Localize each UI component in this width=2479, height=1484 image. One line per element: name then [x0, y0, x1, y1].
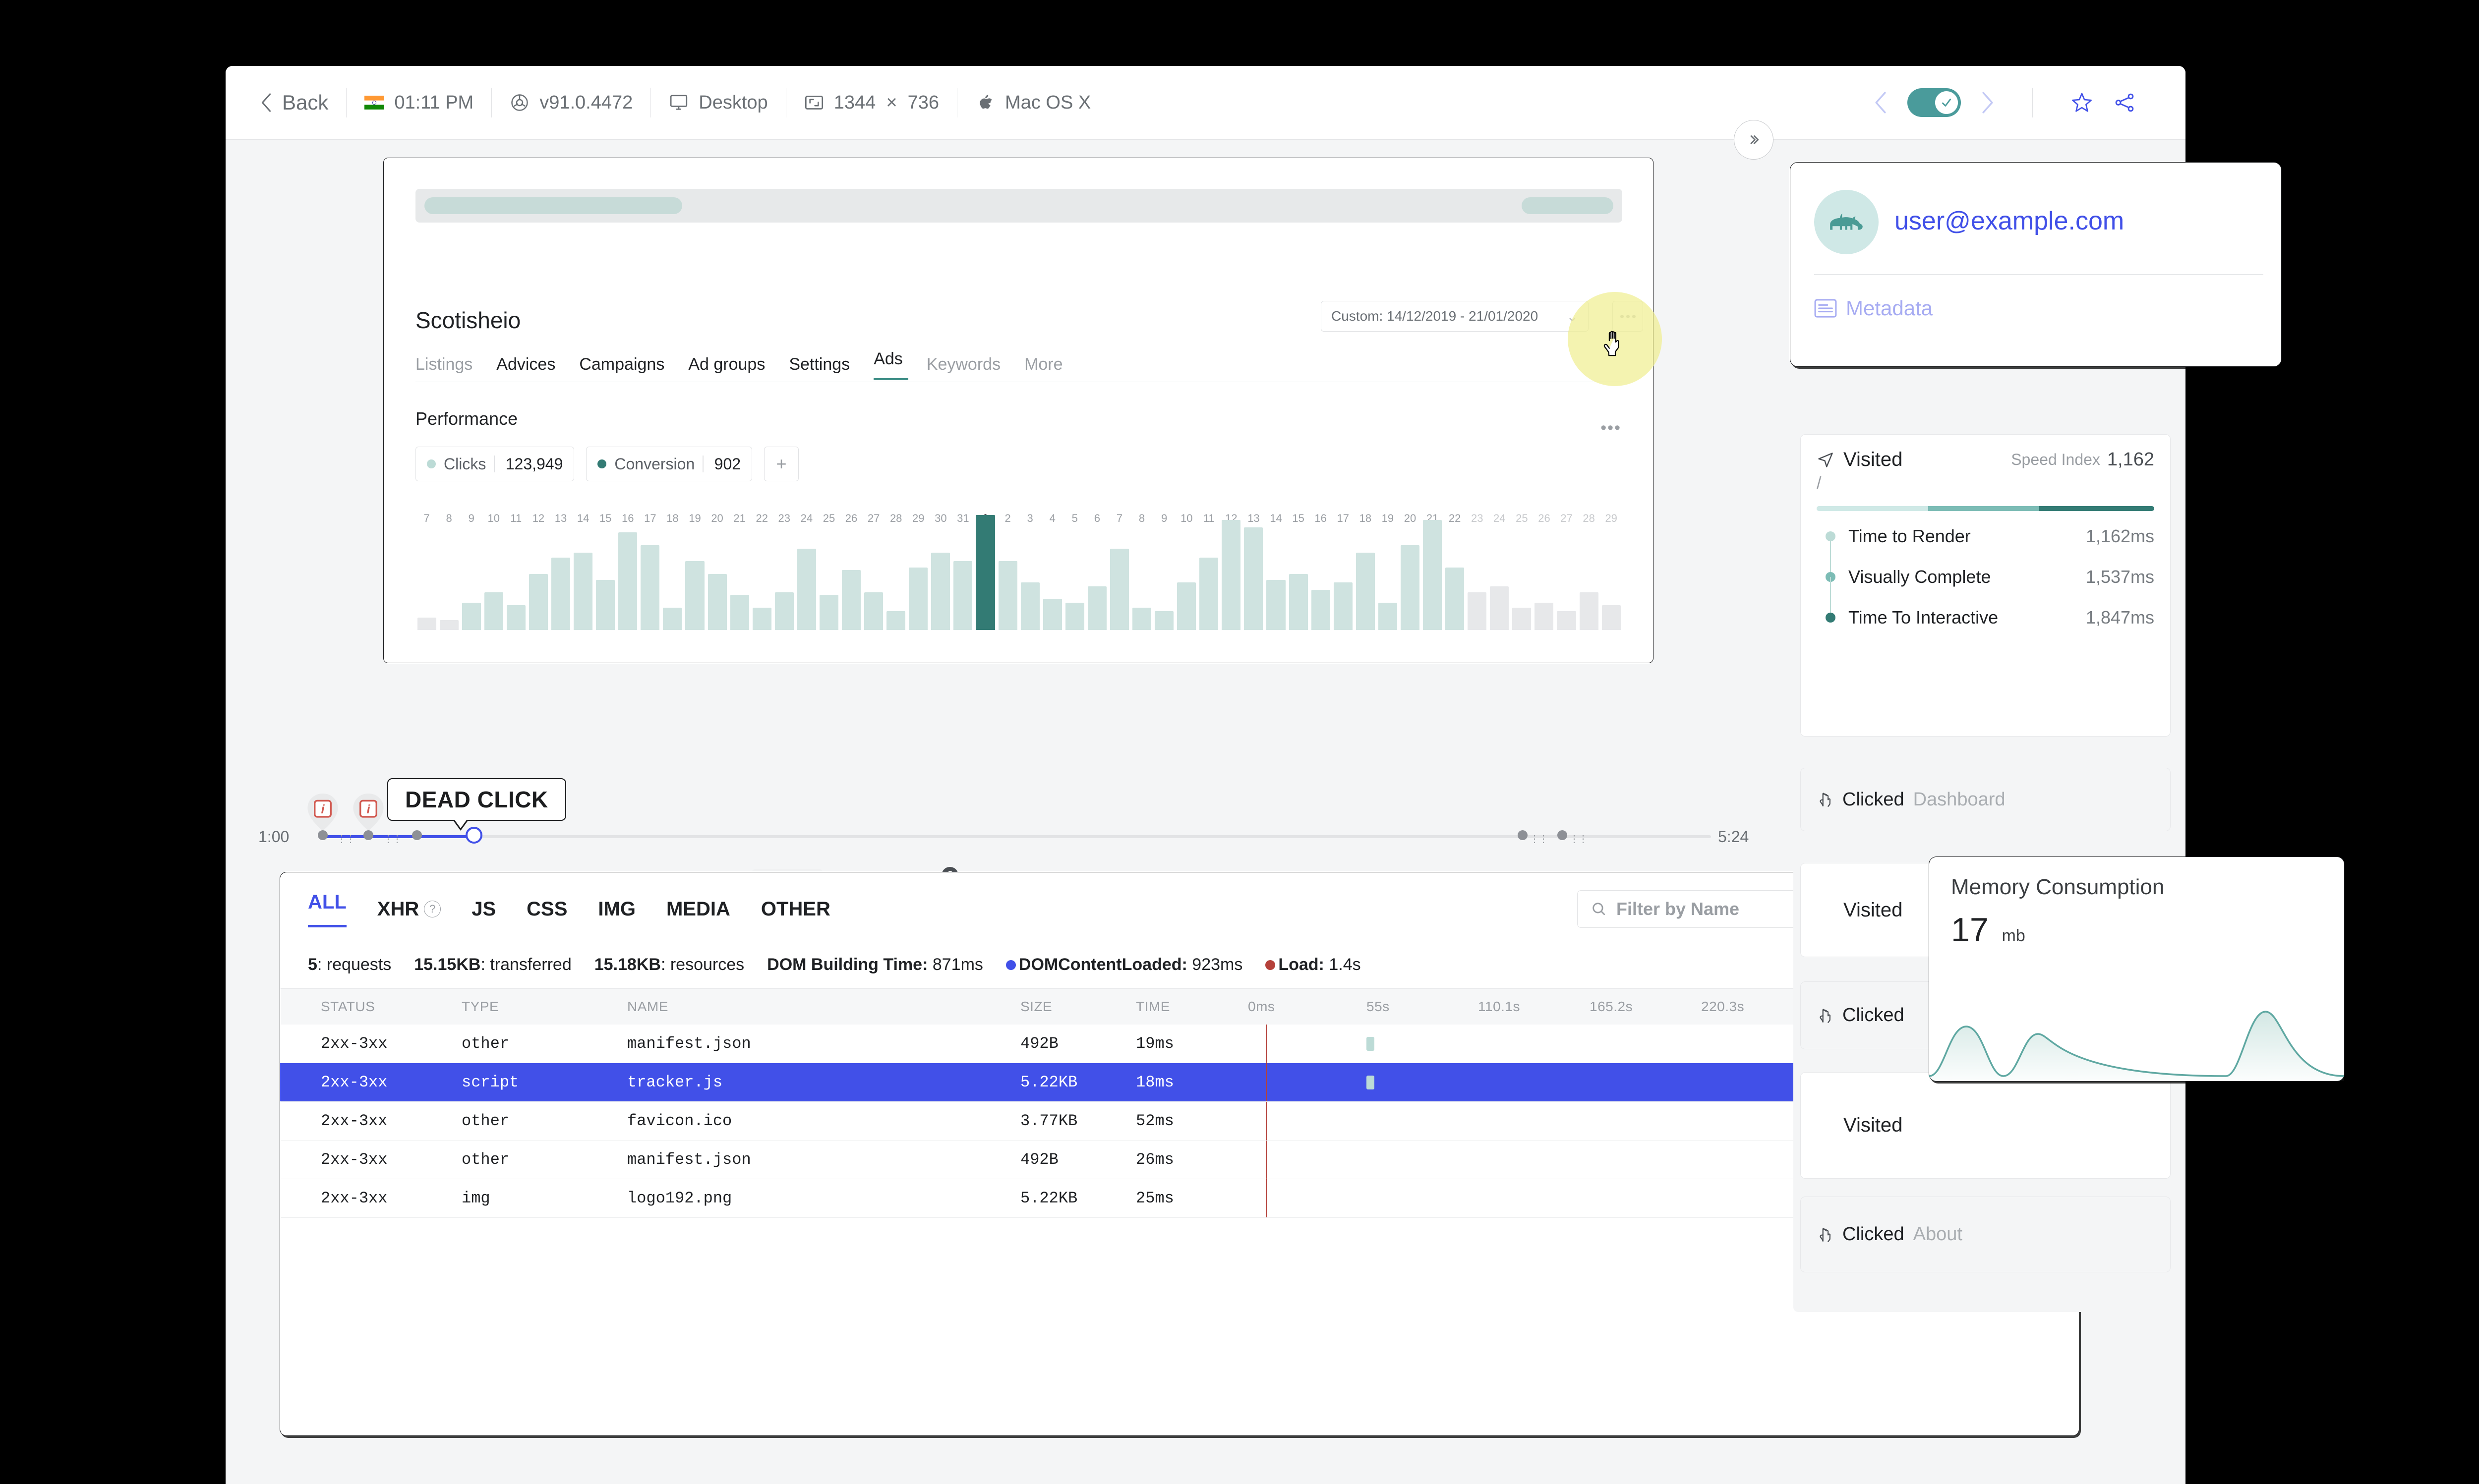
- svg-text:i: i: [321, 802, 325, 816]
- svg-text:i: i: [366, 802, 370, 816]
